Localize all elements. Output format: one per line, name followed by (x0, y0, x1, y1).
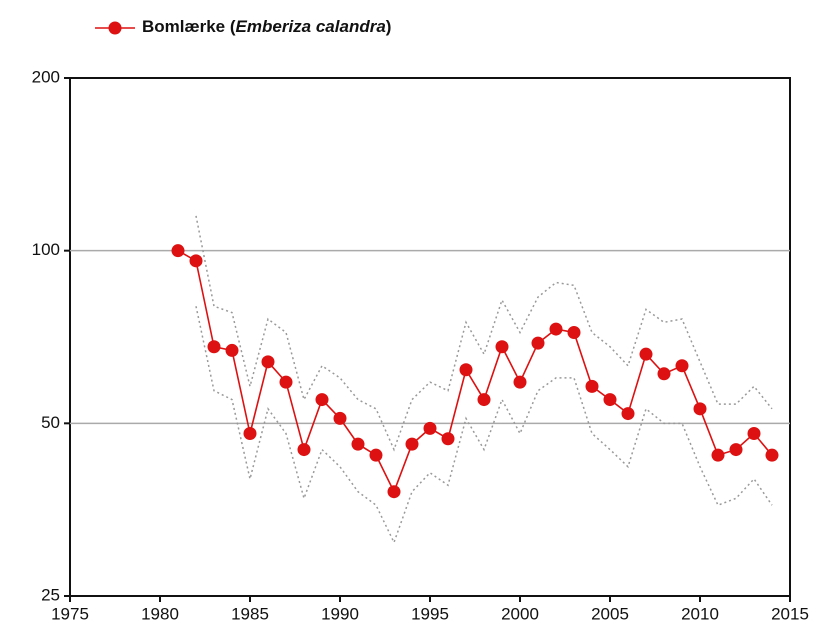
data-point (351, 437, 365, 451)
plot-frame (69, 77, 791, 597)
data-point (315, 393, 329, 407)
data-point (333, 411, 347, 425)
data-point (441, 432, 455, 446)
confidence-band (195, 215, 773, 452)
data-point (207, 340, 221, 354)
y-tick-label: 100 (32, 240, 60, 259)
data-point (189, 254, 203, 268)
data-point (765, 448, 779, 462)
confidence-band (195, 306, 773, 545)
y-tick-label: 50 (41, 413, 60, 432)
data-point (675, 359, 689, 373)
legend-label: Bomlærke (Emberiza calandra) (142, 17, 391, 36)
data-point (405, 437, 419, 451)
x-tick-label: 1995 (411, 604, 449, 623)
x-tick-label: 2000 (501, 604, 539, 623)
data-point (567, 325, 581, 339)
data-point (387, 485, 401, 499)
data-point (513, 375, 527, 389)
y-tick-label: 25 (41, 585, 60, 604)
data-point (621, 407, 635, 421)
series-line (177, 249, 773, 494)
data-point (711, 448, 725, 462)
data-point (261, 355, 275, 369)
data-point (459, 363, 473, 377)
x-tick-label: 1975 (51, 604, 89, 623)
data-point (423, 421, 437, 435)
data-point (495, 340, 509, 354)
x-tick-label: 1980 (141, 604, 179, 623)
x-tick-label: 2015 (771, 604, 809, 623)
data-point (693, 402, 707, 416)
x-tick-label: 2005 (591, 604, 629, 623)
data-point (531, 336, 545, 350)
data-point (729, 443, 743, 457)
data-point (369, 448, 383, 462)
data-point (477, 393, 491, 407)
x-tick-label: 2010 (681, 604, 719, 623)
data-point (225, 343, 239, 357)
data-point (279, 375, 293, 389)
data-point (297, 443, 311, 457)
data-point (243, 427, 257, 441)
data-point (657, 367, 671, 381)
data-point (747, 427, 761, 441)
x-tick-label: 1985 (231, 604, 269, 623)
data-point (603, 393, 617, 407)
legend-marker (108, 21, 122, 35)
data-point (585, 379, 599, 393)
data-point (549, 322, 563, 336)
x-tick-label: 1990 (321, 604, 359, 623)
data-point (171, 244, 185, 258)
data-point (639, 347, 653, 361)
y-tick-label: 200 (32, 67, 60, 86)
